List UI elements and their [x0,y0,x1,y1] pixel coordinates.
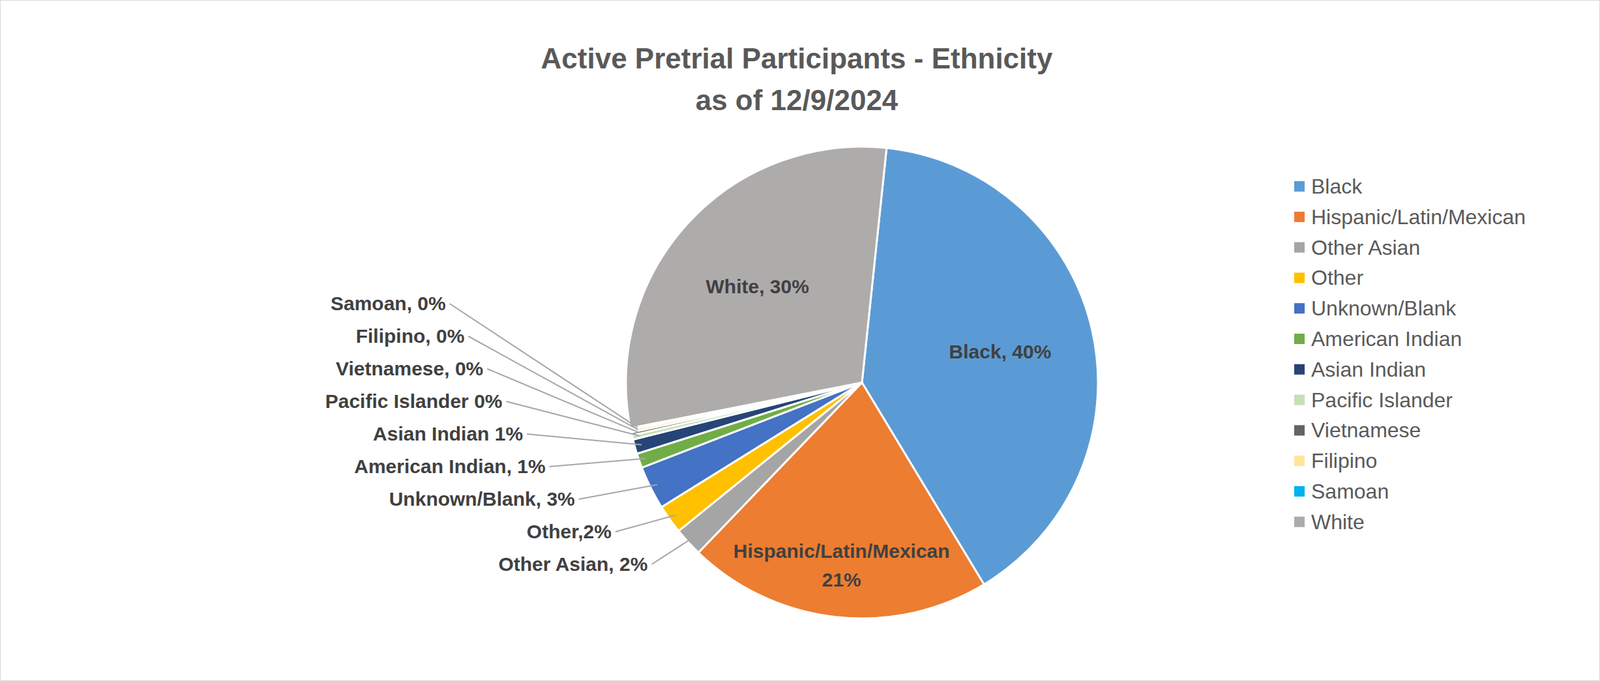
data-label: Vietnamese, 0% [335,357,484,380]
leader-line [468,336,638,430]
legend-swatch [1294,303,1305,314]
legend-label: Vietnamese [1311,418,1421,443]
data-label-line: Black, 40% [949,340,1052,363]
data-label: Asian Indian 1% [372,423,523,445]
legend-swatch [1294,242,1305,253]
data-label: Other,2% [526,520,612,543]
data-label-line: Hispanic/Latin/Mexican [733,540,950,563]
data-label: American Indian, 1% [354,455,546,478]
legend-swatch [1294,211,1305,223]
legend-label: Other Asian [1311,236,1421,260]
legend-swatch [1294,333,1305,345]
legend-label: Filipino [1311,449,1378,473]
chart: Active Pretrial Participants - Ethnicity… [0,0,1600,681]
legend-label: White [1311,510,1365,534]
legend-swatch [1294,486,1305,497]
legend-label: American Indian [1311,327,1462,351]
legend-label: Other [1311,266,1364,290]
legend-swatch [1294,395,1305,406]
slice [625,146,887,429]
leader-line [578,485,658,500]
legend: Black Hispanic/Latin/Mexican Other Asian Ot… [1294,174,1526,534]
leader-line [651,537,694,565]
title-line: as of 12/9/2024 [695,84,899,117]
leader-line [526,434,642,446]
leader-line [615,515,676,533]
legend-label: Hispanic/Latin/Mexican [1311,205,1526,229]
data-label: Unknown/Blank, 3% [389,488,576,510]
data-label: White, 30% [705,275,809,298]
legend-swatch [1294,364,1305,375]
data-label-line: White, 30% [705,275,809,298]
leader-line [549,458,647,467]
title: Active Pretrial Participants - Ethnicity… [541,42,1053,117]
legend-swatch [1294,455,1305,467]
leader-line [449,303,638,428]
legend-label: Pacific Islander [1311,388,1453,413]
pie [625,146,1098,619]
background [0,0,1600,681]
legend-label: Samoan [1311,479,1389,504]
data-label: Black, 40% [949,340,1052,363]
data-label: Filipino, 0% [355,325,465,347]
legend-label: Black [1311,174,1363,199]
data-label: Samoan, 0% [330,292,446,315]
data-label: Other Asian, 2% [498,553,648,576]
legend-label: Asian Indian [1311,357,1426,382]
legend-swatch [1294,517,1305,528]
legend-swatch [1294,425,1305,436]
data-label: Pacific Islander 0% [325,390,503,413]
data-label-line: 21% [822,569,862,591]
legend-swatch [1294,272,1305,283]
legend-swatch [1294,181,1305,192]
legend-label: Unknown/Blank [1311,296,1457,321]
title-line: Active Pretrial Participants - Ethnicity [541,42,1053,75]
data-label: Hispanic/Latin/Mexican 21% [733,540,950,591]
data-labels: Black, 40% Hispanic/Latin/Mexican 21% Other… [325,275,1052,591]
